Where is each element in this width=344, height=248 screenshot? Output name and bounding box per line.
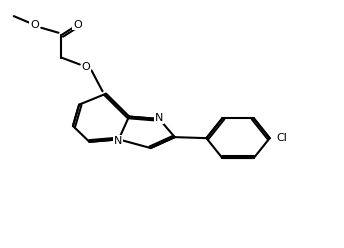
Text: N: N (114, 136, 122, 146)
Text: N: N (155, 113, 163, 123)
Text: O: O (30, 20, 39, 30)
Text: O: O (73, 20, 82, 30)
Text: O: O (82, 62, 90, 72)
Text: Cl: Cl (277, 133, 288, 143)
